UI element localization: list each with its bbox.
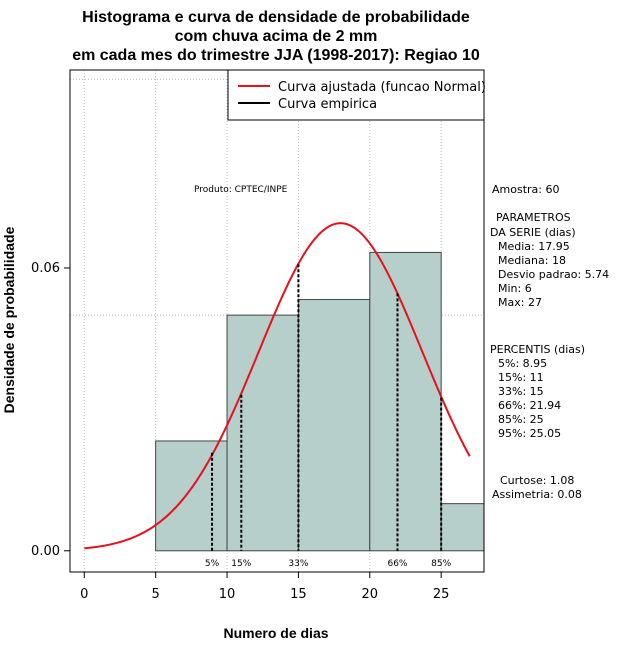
histogram-bar	[155, 440, 228, 552]
percentile-85: 85%: 25	[498, 413, 544, 426]
percentile-label: 85%	[431, 559, 451, 569]
y-tick-label: 0.00	[31, 544, 60, 559]
x-tick-label: 10	[219, 587, 236, 602]
param-min: Min: 6	[498, 282, 532, 295]
params-title-1: PARAMETROS	[496, 211, 571, 224]
param-max: Max: 27	[498, 296, 542, 309]
percentiles-title: PERCENTIS (dias)	[490, 343, 585, 356]
percentile-5: 5%: 8.95	[498, 357, 547, 370]
percentile-33: 33%: 15	[498, 385, 544, 398]
percentile-label: 33%	[288, 559, 308, 569]
legend-empirical-label: Curva empirica	[278, 97, 377, 112]
percentile-95: 95%: 25.05	[498, 427, 561, 440]
normal-fit-curve	[84, 222, 471, 550]
product-credit: Produto: CPTEC/INPE	[194, 185, 288, 195]
histogram-bars	[155, 251, 485, 552]
fit-curve-layer	[84, 222, 471, 550]
legend-fit-label: Curva ajustada (funcao Normal)	[278, 80, 486, 95]
x-axis-label: Numero de dias	[223, 625, 328, 641]
param-median: Mediana: 18	[498, 254, 566, 267]
x-axis: 0 5 10 15 20 25	[80, 572, 449, 602]
kurtosis: Curtose: 1.08	[500, 474, 574, 487]
param-sd: Desvio padrao: 5.74	[498, 268, 609, 281]
stats-panel: Amostra: 60 PARAMETROS DA SERIE (dias) M…	[490, 183, 609, 501]
percentile-15: 15%: 11	[498, 371, 544, 384]
x-tick-label: 20	[362, 587, 379, 602]
percentile-66: 66%: 21.94	[498, 399, 561, 412]
y-axis-label: Densidade de probabilidade	[1, 226, 17, 413]
histogram-bar	[226, 314, 299, 552]
x-tick-label: 5	[152, 587, 160, 602]
chart-title-line-3: em cada mes do trimestre JJA (1998-2017)…	[72, 47, 480, 64]
param-mean: Media: 17.95	[498, 240, 570, 253]
chart-title-line-2: com chuva acima de 2 mm	[175, 28, 378, 45]
x-tick-label: 0	[80, 587, 88, 602]
legend: Curva ajustada (funcao Normal) Curva emp…	[227, 69, 486, 121]
histogram-bar	[440, 503, 485, 552]
histogram-bar	[369, 251, 442, 552]
chart-title-line-1: Histograma e curva de densidade de proba…	[82, 9, 470, 26]
percentile-label: 5%	[205, 559, 220, 569]
y-axis: 0.00 0.06	[31, 261, 70, 559]
x-tick-label: 25	[433, 587, 450, 602]
x-tick-label: 15	[290, 587, 307, 602]
percentile-label: 66%	[387, 559, 407, 569]
legend-box	[227, 69, 485, 121]
params-title-2: DA SERIE (dias)	[490, 226, 576, 239]
y-tick-label: 0.06	[31, 261, 60, 276]
percentile-markers: 5% 15% 33% 66% 85%	[205, 264, 452, 569]
skewness: Assimetria: 0.08	[492, 488, 582, 501]
percentile-label: 15%	[231, 559, 251, 569]
histogram-bar	[297, 299, 371, 552]
sample-size: Amostra: 60	[492, 183, 559, 196]
